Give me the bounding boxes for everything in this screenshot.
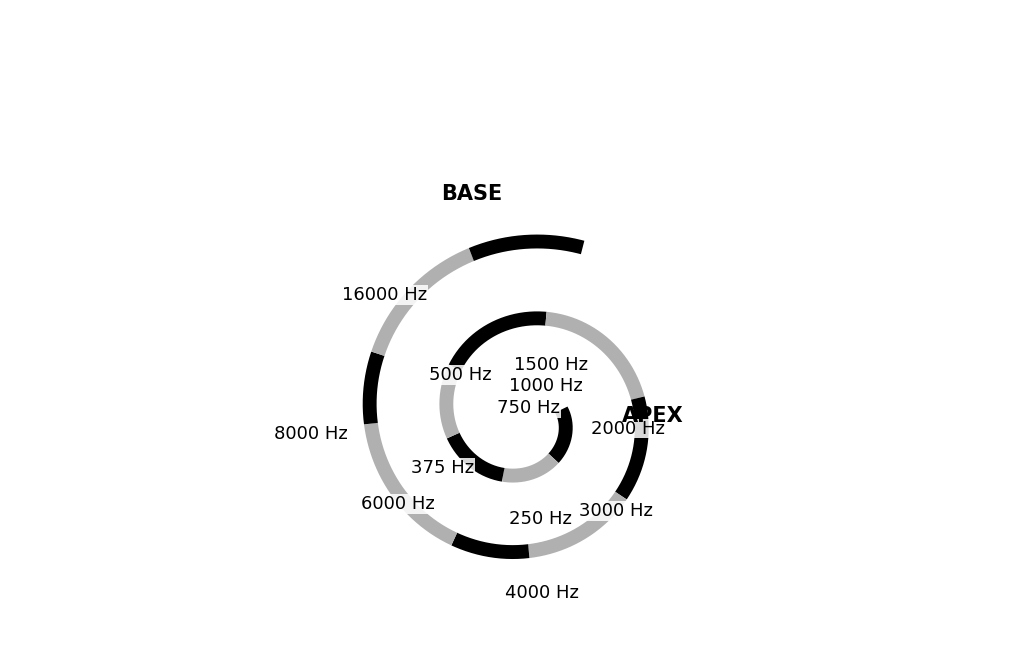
Text: 1000 Hz: 1000 Hz	[509, 377, 583, 395]
Text: 4000 Hz: 4000 Hz	[504, 584, 578, 602]
Text: 16000 Hz: 16000 Hz	[342, 286, 427, 304]
Text: 500 Hz: 500 Hz	[429, 366, 491, 384]
Text: 3000 Hz: 3000 Hz	[579, 502, 653, 520]
Text: 250 Hz: 250 Hz	[508, 510, 572, 527]
Text: APEX: APEX	[622, 407, 683, 426]
Text: 2000 Hz: 2000 Hz	[590, 419, 665, 437]
Text: 375 Hz: 375 Hz	[411, 459, 475, 477]
Text: BASE: BASE	[441, 184, 502, 204]
Text: 8000 Hz: 8000 Hz	[274, 425, 348, 444]
Text: 6000 Hz: 6000 Hz	[361, 495, 435, 513]
Text: 1500 Hz: 1500 Hz	[514, 356, 587, 374]
Text: 750 Hz: 750 Hz	[497, 399, 561, 417]
